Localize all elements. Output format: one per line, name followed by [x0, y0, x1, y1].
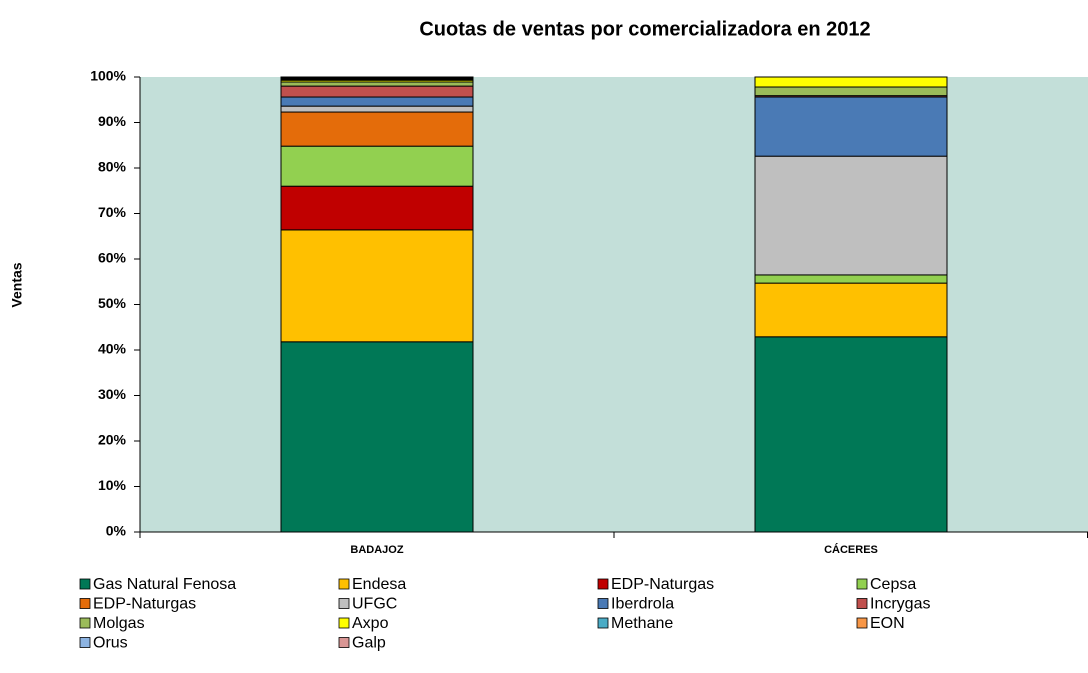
- bar-segment: [754, 336, 948, 533]
- legend-swatch: [856, 598, 868, 609]
- bar-segment: [280, 81, 474, 87]
- y-tick-label: 30%: [98, 386, 127, 402]
- bar-segment: [754, 76, 948, 88]
- legend-swatch: [79, 598, 91, 609]
- legend-label: Methane: [611, 615, 673, 632]
- legend-swatch: [597, 617, 609, 629]
- legend-label: Gas Natural Fenosa: [93, 576, 236, 593]
- legend-swatch: [597, 598, 609, 609]
- y-axis-label: Ventas: [9, 262, 25, 307]
- legend-label: Molgas: [93, 615, 145, 632]
- bar-segment: [754, 96, 948, 157]
- x-tick-label: CÁCERES: [824, 543, 878, 556]
- legend-swatch: [856, 578, 868, 590]
- legend-label: Orus: [93, 635, 128, 652]
- bar-segment: [754, 86, 948, 97]
- chart-title: Cuotas de ventas por comercializadora en…: [419, 18, 870, 40]
- bar-segment: [280, 185, 474, 231]
- bar-segment: [280, 229, 474, 343]
- legend-swatch: [856, 617, 868, 629]
- y-tick-label: 10%: [98, 477, 127, 493]
- legend-label: EON: [870, 615, 905, 632]
- bar-segment: [280, 145, 474, 187]
- y-tick-label: 20%: [98, 432, 127, 448]
- legend-label: Incrygas: [870, 596, 930, 613]
- legend-swatch: [79, 637, 91, 648]
- bar-segment: [280, 111, 474, 147]
- bar-segment: [280, 96, 474, 107]
- x-tick-label: BADAJOZ: [350, 544, 403, 556]
- legend-label: Endesa: [352, 576, 406, 593]
- bar-segment: [754, 282, 948, 338]
- legend-swatch: [597, 578, 609, 590]
- y-tick-label: 80%: [98, 159, 127, 175]
- legend-swatch: [338, 578, 350, 590]
- legend-label: Cepsa: [870, 576, 916, 593]
- legend-swatch: [338, 598, 350, 609]
- legend-swatch: [79, 617, 91, 629]
- legend-label: EDP-Naturgas: [93, 596, 196, 613]
- y-tick-label: 90%: [98, 113, 127, 129]
- y-tick-label: 100%: [90, 68, 126, 84]
- legend-label: Iberdrola: [611, 596, 674, 613]
- legend-label: UFGC: [352, 596, 397, 613]
- bar-segment: [754, 155, 948, 276]
- y-tick-label: 70%: [98, 204, 127, 220]
- y-tick-label: 40%: [98, 341, 127, 357]
- y-tick-label: 0%: [106, 523, 127, 539]
- bar-segment: [280, 85, 474, 98]
- legend-label: EDP-Naturgas: [611, 576, 714, 593]
- y-tick-label: 60%: [98, 250, 127, 266]
- legend-swatch: [338, 617, 350, 629]
- legend-swatch: [338, 637, 350, 648]
- bar-segment: [754, 274, 948, 284]
- legend-swatch: [79, 578, 91, 590]
- y-tick-label: 50%: [98, 295, 127, 311]
- legend-label: Galp: [352, 635, 386, 652]
- legend-label: Axpo: [352, 615, 389, 632]
- bar-segment: [280, 341, 474, 533]
- bar-segment: [280, 105, 474, 113]
